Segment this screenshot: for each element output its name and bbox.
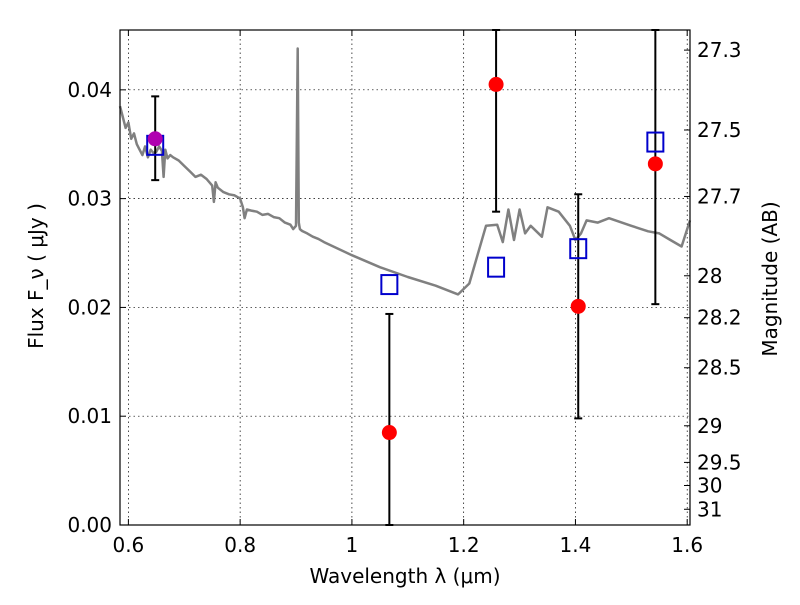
- y2-tick-label: 28: [697, 264, 722, 288]
- y-tick-label: 0.02: [67, 295, 112, 319]
- model-photometry-square: [646, 131, 665, 153]
- model-photometry-square: [569, 238, 588, 260]
- observed-photometry-points: [147, 76, 663, 441]
- observed-point: [381, 425, 397, 441]
- x-tick-label: 0.6: [112, 533, 144, 557]
- y-axis-ticks: 0.00 0.01 0.02 0.03 0.04: [67, 78, 126, 537]
- y2-tick-label: 29.5: [697, 450, 742, 474]
- grid: [120, 30, 690, 526]
- y-tick-label: 0.00: [67, 513, 112, 537]
- x-tick-label: 0.8: [224, 533, 256, 557]
- y2-tick-label: 29: [697, 414, 722, 438]
- y-tick-label: 0.04: [67, 78, 112, 102]
- y2-tick-label: 28.5: [697, 356, 742, 380]
- model-photometry-square: [380, 274, 399, 296]
- observed-point: [570, 298, 586, 314]
- y2-tick-label: 27.3: [697, 38, 742, 62]
- y2-tick-label: 27.7: [697, 184, 742, 208]
- x-tick-label: 1.6: [671, 533, 703, 557]
- y2-tick-label: 27.5: [697, 118, 742, 142]
- observed-point: [147, 131, 163, 147]
- y2-tick-label: 31: [697, 497, 722, 521]
- y2-tick-label: 30: [697, 474, 722, 498]
- y2-tick-label: 28.2: [697, 306, 742, 330]
- model-photometry-squares: [146, 131, 665, 296]
- model-spectrum-line: [118, 47, 692, 296]
- error-bars: [151, 29, 660, 526]
- model-photometry-square: [487, 256, 506, 278]
- x-tick-label: 1: [346, 533, 359, 557]
- y-tick-label: 0.03: [67, 187, 112, 211]
- x-axis-label: Wavelength λ (μm): [309, 564, 500, 588]
- y-tick-label: 0.01: [67, 404, 112, 428]
- plot-frame: [119, 29, 691, 526]
- y2-axis-label: Magnitude (AB): [758, 201, 782, 356]
- model-spectrum-layer: [118, 47, 692, 296]
- observed-point: [647, 156, 663, 172]
- y-axis-label: Flux F_ν ( μJy ): [24, 203, 48, 349]
- x-axis-ticks: 0.6 0.8 1 1.2 1.4 1.6: [112, 30, 703, 557]
- x-tick-label: 1.2: [448, 533, 480, 557]
- axes-box: [119, 29, 691, 526]
- observed-point: [488, 76, 504, 92]
- x-tick-label: 1.4: [560, 533, 592, 557]
